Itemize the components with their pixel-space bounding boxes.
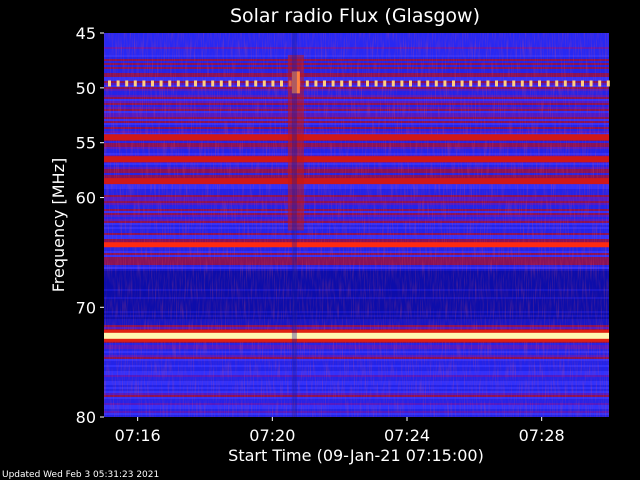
y-tick-label: 70 [76,298,96,317]
periodic-spike [391,80,395,87]
periodic-spike [503,80,507,87]
periodic-spike [374,80,378,87]
periodic-spike [486,80,490,87]
periodic-spike [581,80,584,87]
periodic-spike [219,80,223,87]
periodic-spike [202,80,206,87]
periodic-spike [357,80,361,87]
periodic-spike [348,80,352,87]
periodic-spike [546,80,550,87]
periodic-spike [460,80,464,87]
periodic-spike [211,80,215,87]
x-tick-label: 07:20 [249,426,295,445]
emission-band [104,332,609,339]
y-tick-label: 45 [76,24,96,43]
periodic-spike [237,80,240,87]
periodic-spike [151,80,154,87]
periodic-spike [477,80,481,87]
periodic-spike [314,80,318,87]
periodic-spike [512,80,516,87]
data-gap [291,33,297,417]
periodic-spike [116,80,120,87]
periodic-spike [555,80,559,87]
periodic-spike [254,80,258,87]
periodic-spike [409,80,412,87]
spectrum-noise [104,33,609,417]
periodic-spike [495,80,498,87]
periodic-spike [563,80,567,87]
periodic-spike [572,80,576,87]
y-tick-label: 60 [76,189,96,208]
x-tick-label: 07:28 [519,426,565,445]
x-axis-label: Start Time (09-Jan-21 07:15:00) [228,446,484,465]
periodic-spike [469,80,473,87]
periodic-spike [443,80,447,87]
periodic-spike [417,80,421,87]
y-tick-label: 80 [76,408,96,427]
periodic-spike [194,80,197,87]
periodic-spike [538,80,541,87]
periodic-spike [452,80,455,87]
updated-timestamp: Updated Wed Feb 3 05:31:23 2021 [2,470,159,480]
periodic-spike [185,80,189,87]
y-axis: 45 50 55 60 70 80 [76,24,104,427]
x-tick-label: 07:16 [115,426,161,445]
emission-band [104,178,609,185]
periodic-spike [108,80,111,87]
periodic-spike [606,80,610,87]
periodic-spike [434,80,438,87]
periodic-spike [340,80,344,87]
periodic-spike [305,80,309,87]
y-tick-label: 55 [76,134,96,153]
periodic-spike [176,80,180,87]
periodic-spike [366,80,369,87]
periodic-spike [228,80,232,87]
chart-title: Solar radio Flux (Glasgow) [230,5,480,27]
emission-band [104,242,609,248]
periodic-spike [598,80,602,87]
y-tick-label: 50 [76,79,96,98]
radio-burst [287,54,304,231]
periodic-spike [383,80,387,87]
periodic-spike [520,80,524,87]
periodic-spike [125,80,129,87]
periodic-spike [133,80,137,87]
periodic-spike [400,80,404,87]
periodic-spike [426,80,430,87]
y-axis-label: Frequency [MHz] [49,158,68,292]
periodic-spike [168,80,172,87]
emission-band [104,134,609,141]
periodic-spike [262,80,266,87]
periodic-spike [142,80,146,87]
emission-band [104,156,609,163]
periodic-spike [280,80,283,87]
periodic-spike [331,80,335,87]
periodic-spike [529,80,533,87]
x-axis: 07:16 07:20 07:24 07:28 [115,417,565,445]
periodic-spike [271,80,275,87]
periodic-spike [589,80,593,87]
periodic-spike [323,80,326,87]
x-tick-label: 07:24 [384,426,430,445]
periodic-spike [159,80,163,87]
plot-area [104,33,610,417]
radio-burst-core [291,71,300,94]
periodic-spike [245,80,249,87]
